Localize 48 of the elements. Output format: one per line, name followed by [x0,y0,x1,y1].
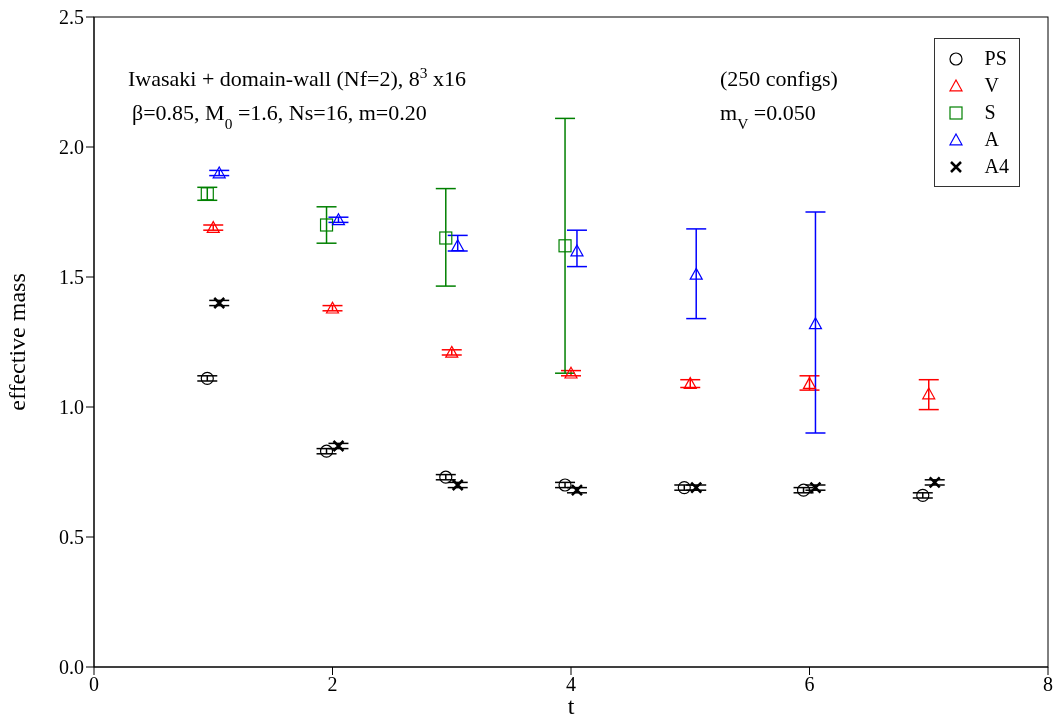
point [796,483,811,497]
point [439,231,453,245]
point [206,221,220,233]
point [558,478,572,492]
point [439,470,453,484]
point [558,239,572,253]
point [212,166,226,179]
point [677,481,691,495]
point [570,244,584,257]
y-tick-label: 2.0 [59,136,84,159]
y-tick-label: 2.5 [59,6,84,29]
point [802,377,817,389]
point [212,296,226,310]
point [331,213,346,226]
annotation: (250 configs) [720,66,838,91]
annotation: β=0.85, M$_{0}$ =1.6, Ns=16, m=0.20 [132,100,427,132]
annotation: m$_{V}$ =0.050 [720,100,816,132]
point [564,366,578,379]
x-axis-title: t [567,693,575,719]
point [451,239,465,252]
x-tick-label: 0 [89,673,99,696]
point [325,301,340,314]
x-tick-label: 8 [1043,673,1053,696]
x-tick-label: 6 [804,673,815,696]
legend-label: S [984,101,996,124]
point [319,218,334,232]
annotation: Iwasaki + domain-wall (Nf=2), 8$^{3}$ x16 [128,63,466,91]
point [808,317,823,330]
y-tick-label: 1.0 [59,396,84,419]
y-tick-label: 1.5 [59,266,84,289]
x-tick-label: 4 [566,673,576,696]
point [689,267,703,280]
point [683,377,697,389]
legend-label: V [984,74,999,97]
point [922,387,936,400]
y-tick-label: 0.5 [59,526,84,549]
point [916,488,930,502]
legend-label: PS [984,47,1007,70]
point [928,476,941,489]
x-tick-label: 2 [327,673,338,696]
point [319,444,334,458]
y-tick-label: 0.0 [59,656,84,679]
legend-label: A4 [984,155,1009,178]
point [200,371,214,385]
point [445,345,459,358]
legend-label: A [984,128,999,151]
y-axis-title: effective mass [3,273,30,411]
point [200,187,214,201]
